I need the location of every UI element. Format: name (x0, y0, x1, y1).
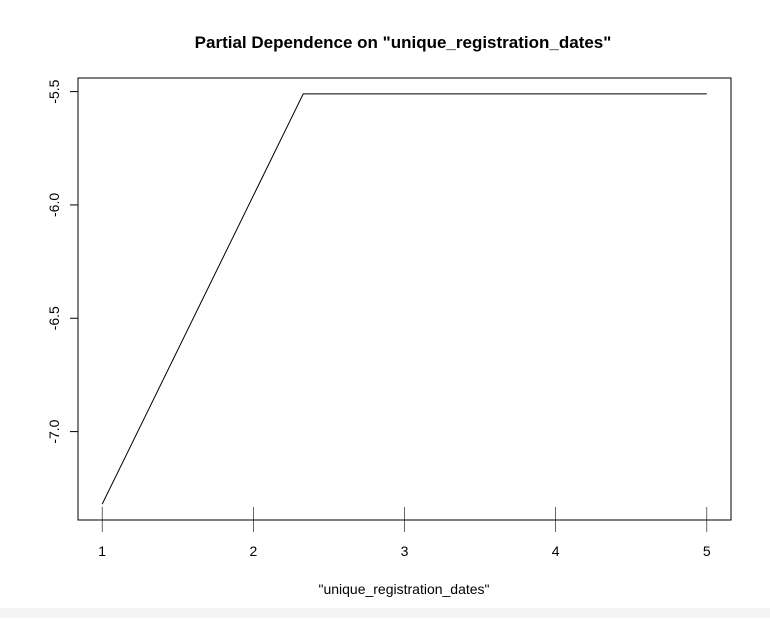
y-tick-label-3: -5.5 (46, 79, 62, 103)
x-tick-label-1: 2 (249, 543, 257, 559)
plot-area-border (77, 77, 732, 521)
chart-title: Partial Dependence on "unique_registrati… (195, 33, 612, 52)
series-layer (101, 93, 707, 505)
y-tick-label-2: -6.0 (46, 193, 62, 217)
x-axis-label: "unique_registration_dates" (318, 581, 489, 597)
x-tick-label-4: 5 (703, 543, 711, 559)
y-tick-label-0: -7.0 (46, 419, 62, 443)
window-bottom-edge (0, 608, 770, 618)
y-axis: -7.0 -6.5 -6.0 -5.5 (46, 79, 79, 444)
x-axis: 1 2 3 4 5 (98, 507, 711, 559)
x-tick-label-0: 1 (98, 543, 106, 559)
series-line-0 (101, 93, 707, 505)
x-tick-label-2: 3 (401, 543, 409, 559)
y-tick-label-1: -6.5 (46, 306, 62, 330)
x-tick-label-3: 4 (552, 543, 560, 559)
